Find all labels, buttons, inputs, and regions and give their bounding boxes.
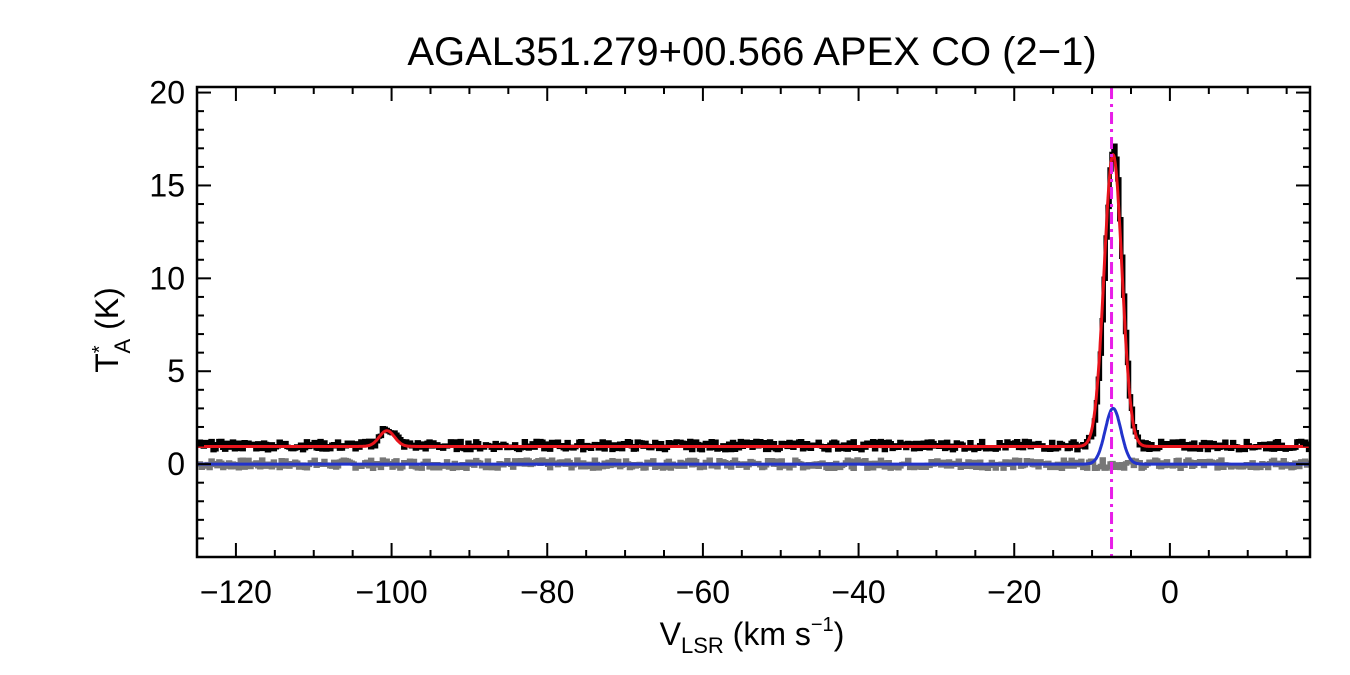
x-tick-label: −60 <box>676 574 730 610</box>
y-tick-label: 20 <box>149 75 185 111</box>
x-tick-label: −40 <box>831 574 885 610</box>
y-axis-label-unit: (K) <box>89 287 125 339</box>
axes: −120 −100 −80 −60 −40 −20 0 0 5 10 15 20 <box>149 75 1312 610</box>
plot-frame <box>195 85 1312 559</box>
x-axis-label-sub: LSR <box>681 633 724 658</box>
x-tick-label: −100 <box>356 574 428 610</box>
series-2-fit <box>197 152 1310 448</box>
y-tick-label: 15 <box>149 167 185 203</box>
x-axis-label: VLSR (km s−1) <box>660 614 845 658</box>
series-1-spectrum <box>197 457 1310 472</box>
y-axis-label-main: T <box>89 353 125 373</box>
y-tick-label: 10 <box>149 260 185 296</box>
x-axis-label-unit: (km s <box>724 616 811 652</box>
x-tick-label: −120 <box>200 574 272 610</box>
plot-area <box>197 87 1310 557</box>
y-tick-label: 5 <box>167 353 185 389</box>
y-axis-label-sup: * <box>89 345 111 353</box>
x-tick-label: −80 <box>520 574 574 610</box>
series-3-fit <box>197 406 1310 466</box>
series-0-spectrum <box>197 143 1310 453</box>
y-axis-label: T*A (K) <box>89 287 135 373</box>
y-tick-label: 0 <box>167 446 185 482</box>
chart-title: AGAL351.279+00.566 APEX CO (2−1) <box>407 30 1096 74</box>
series-group <box>197 143 1310 472</box>
y-axis-label-sub: A <box>110 338 135 353</box>
x-axis-label-sup: −1 <box>811 614 834 636</box>
x-tick-label: 0 <box>1161 574 1179 610</box>
x-axis-label-close: ) <box>834 616 845 652</box>
x-tick-label: −20 <box>987 574 1041 610</box>
x-axis-label-main: V <box>660 616 682 652</box>
